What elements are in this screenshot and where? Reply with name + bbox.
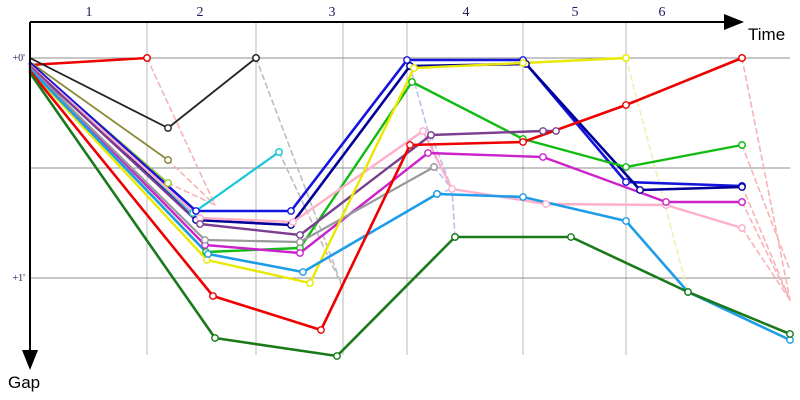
series-marker-pink-light-3 [419, 127, 427, 135]
series-marker-black-group-tail [252, 54, 260, 62]
series-marker-navy-b-6 [738, 183, 746, 191]
series-marker-skyblue-5 [622, 217, 630, 225]
series-marker-cyan-group-tail [275, 148, 283, 156]
series-marker-red-attack-tail [738, 54, 746, 62]
series-marker-green-dark-1 [211, 334, 219, 342]
series-marker-red-attack-3 [406, 141, 414, 149]
series-marker-green-dark-tail [451, 233, 459, 241]
series-dashed-green-bright [741, 144, 791, 271]
series-marker-red-attack-4 [519, 138, 527, 146]
x-tick-label-5: 5 [572, 5, 579, 20]
x-tick-label-6: 6 [659, 5, 666, 20]
series-dashed-yellow-group [625, 57, 689, 293]
x-tick-label-4: 4 [463, 5, 470, 20]
series-marker-skyblue-1 [204, 250, 212, 258]
series-dashed-red-attack [741, 57, 791, 301]
series-marker-yellow-group-2 [306, 279, 314, 287]
series-marker-magenta-3 [424, 149, 432, 157]
series-dashed-magenta [741, 201, 791, 301]
series-marker-green-bright-3 [408, 78, 416, 86]
series-markers [143, 54, 794, 360]
series-lines [28, 56, 792, 358]
series-marker-skyblue-2 [299, 268, 307, 276]
series-marker-red-attack-5 [622, 101, 630, 109]
series-marker-grey-group-1 [201, 236, 209, 244]
series-marker-magenta-5 [662, 198, 670, 206]
series-line-blue-a [28, 58, 744, 213]
series-marker-green-dark-4 [567, 233, 575, 241]
series-line-yellow-group [28, 56, 628, 285]
x-axis-label: Time [748, 25, 785, 44]
series-marker-blue-a-3 [403, 56, 411, 64]
series-marker-pink-light-4 [448, 185, 456, 193]
series-line-skyblue [28, 67, 792, 342]
series-dashed-tails [146, 57, 791, 301]
series-marker-red-leader-tail [143, 54, 151, 62]
series-dashed-black-group [255, 57, 344, 289]
series-marker-skyblue-4 [519, 193, 527, 201]
series-marker-yellow-group-4 [519, 59, 527, 67]
series-marker-green-dark-6 [786, 330, 794, 338]
series-line-pink-light [28, 63, 744, 230]
series-marker-grey-group-2 [296, 238, 304, 246]
series-marker-purple-dark-1 [196, 220, 204, 228]
series-marker-purple-dark-4 [539, 127, 547, 135]
series-marker-yellowgreen-group-tail [164, 179, 172, 187]
series-line-red-leader [28, 56, 149, 67]
series-marker-green-bright-tail [738, 141, 746, 149]
series-marker-green-dark-2 [333, 352, 341, 360]
series-marker-red-attack-2 [317, 326, 325, 334]
series-marker-grey-group-tail [430, 163, 438, 171]
series-marker-pink-light-2 [289, 218, 297, 226]
series-marker-green-bright-5 [622, 163, 630, 171]
series-marker-pink-light-tail [738, 224, 746, 232]
y-tick-label-2: +1' [13, 273, 26, 284]
series-dashed-red-leader [146, 57, 216, 206]
series-dashed-yellowgreen-group [167, 182, 216, 206]
x-tick-label-1: 1 [86, 5, 93, 20]
series-marker-purple-dark-tail [427, 131, 435, 139]
series-marker-red-attack-1 [209, 292, 217, 300]
series-marker-purple-dark-5 [552, 127, 560, 135]
series-marker-yellow-group-3 [410, 64, 418, 72]
series-dashed-green-dark [451, 188, 456, 238]
series-marker-yellow-group-tail [622, 54, 630, 62]
series-marker-magenta-4 [539, 153, 547, 161]
y-axis-label: Gap [8, 373, 40, 392]
series-marker-purple-dark-2 [296, 231, 304, 239]
series-dashed-pink-light [741, 227, 791, 301]
series-marker-olive-group-tail [164, 156, 172, 164]
series-dashed-cyan-group [278, 151, 344, 289]
series-marker-skyblue-tail [433, 190, 441, 198]
series-marker-green-dark-5 [684, 288, 692, 296]
series-marker-magenta-tail [738, 198, 746, 206]
y-tick-label-1: +0' [13, 53, 26, 64]
series-marker-navy-b-5 [636, 186, 644, 194]
x-tick-label-3: 3 [329, 5, 336, 20]
series-marker-blue-a-2 [287, 207, 295, 215]
axis-tick-labels: 1 2 3 4 5 6 +0' +1' [13, 5, 666, 284]
series-marker-black-group-1 [164, 124, 172, 132]
x-tick-label-2: 2 [197, 5, 204, 20]
series-dashed-blue-a [741, 185, 791, 301]
series-line-grey-group [28, 66, 436, 244]
axes [22, 14, 744, 370]
series-line-olive-group [29, 61, 169, 161]
series-marker-blue-a-1 [192, 207, 200, 215]
series-marker-magenta-2 [296, 249, 304, 257]
series-marker-pink-light-5 [542, 200, 550, 208]
series-marker-blue-a-5 [622, 178, 630, 186]
series-dashed-olive-group [167, 159, 216, 206]
